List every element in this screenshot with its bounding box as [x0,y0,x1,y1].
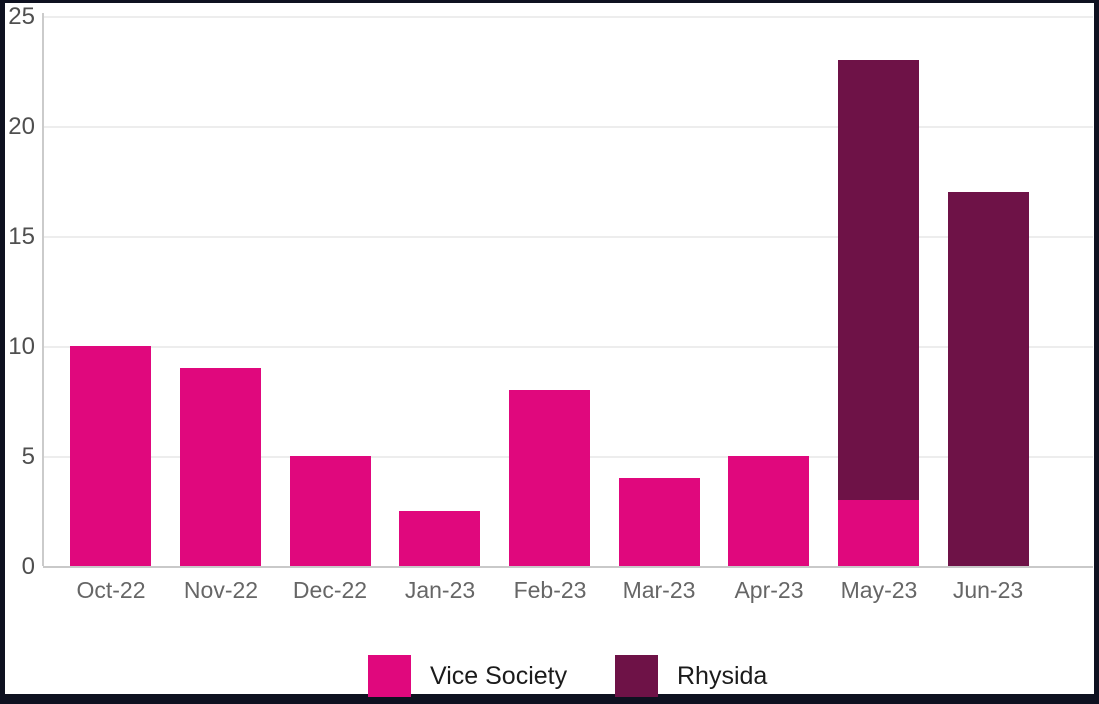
y-tick-label-10: 10 [8,333,35,360]
bar-jan-23 [399,511,480,566]
bar-nov-22 [180,368,261,566]
legend-item-rhysida: Rhysida [615,655,767,697]
legend-swatch-rhysida [615,655,658,697]
gridline-y-10 [43,346,1093,348]
x-tick-label-nov-22: Nov-22 [183,577,259,603]
bar-segment-vice-society-mar-23 [619,478,700,566]
bar-segment-rhysida-jun-23 [948,192,1029,566]
bar-segment-vice-society-oct-22 [70,346,151,566]
bar-dec-22 [290,456,371,566]
y-tick-label-5: 5 [21,443,35,470]
y-tick-label-20: 20 [8,113,35,140]
legend-label-vice-society: Vice Society [430,661,568,690]
x-tick-label-dec-22: Dec-22 [292,577,368,603]
bar-feb-23 [509,390,590,566]
x-tick-label-may-23: May-23 [840,577,918,603]
bar-segment-vice-society-apr-23 [728,456,809,566]
bar-segment-rhysida-may-23 [838,60,919,500]
bar-segment-vice-society-dec-22 [290,456,371,566]
x-axis-baseline [43,566,1093,568]
gridline-y-20 [43,126,1093,128]
x-tick-label-mar-23: Mar-23 [622,577,696,603]
x-tick-label-oct-22: Oct-22 [76,577,146,603]
x-tick-label-apr-23: Apr-23 [734,577,804,603]
bar-apr-23 [728,456,809,566]
chart-legend: Vice Society Rhysida [5,3,1094,697]
legend-label-rhysida: Rhysida [677,661,768,690]
bar-segment-vice-society-feb-23 [509,390,590,566]
x-tick-label-feb-23: Feb-23 [513,577,587,603]
plot-area: 0 5 10 15 20 25 Oct-22 Nov-22 Dec-22 Jan-23 Feb-2… [5,3,1094,697]
legend-swatch-vice-society [368,655,411,697]
bar-jun-23 [948,192,1029,566]
gridline-y-25 [43,16,1093,18]
bar-segment-vice-society-nov-22 [180,368,261,566]
y-tick-label-25: 25 [8,3,35,30]
x-tick-label-jan-23: Jan-23 [404,577,476,603]
y-tick-label-15: 15 [8,223,35,250]
gridline-y-15 [43,236,1093,238]
bar-segment-vice-society-jan-23 [399,511,480,566]
y-axis-line [42,13,44,566]
legend-item-vice-society: Vice Society [368,655,567,697]
y-tick-label-0: 0 [21,553,35,580]
bar-may-23 [838,60,919,566]
bar-mar-23 [619,478,700,566]
bar-oct-22 [70,346,151,566]
bar-segment-vice-society-may-23 [838,500,919,566]
chart-canvas: 0 5 10 15 20 25 Oct-22 Nov-22 Dec-22 Jan-23 Feb-2… [5,3,1094,697]
x-tick-label-jun-23: Jun-23 [952,577,1024,603]
